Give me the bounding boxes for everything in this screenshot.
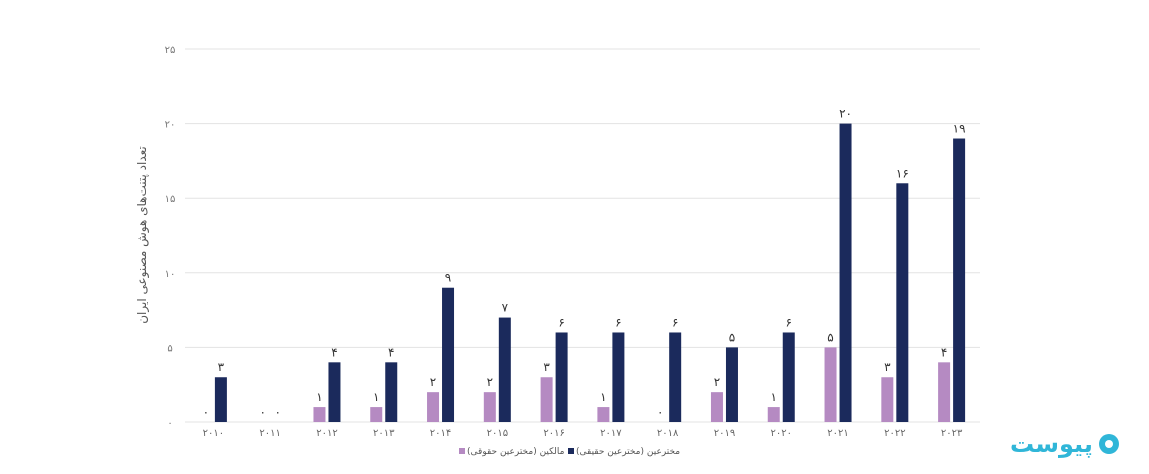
- data-label-inventors: ۳: [218, 360, 225, 374]
- y-tick-label: ۲۵: [165, 45, 176, 56]
- bar-legal-owners: [881, 377, 894, 422]
- bar-inventors: [782, 332, 795, 422]
- gridlines: [185, 48, 980, 423]
- data-label-legal-owners: ۰: [259, 405, 265, 419]
- bar-legal-owners: [597, 407, 610, 422]
- x-tick-label: ۲۰۱۶: [543, 428, 564, 439]
- bar-inventors: [214, 377, 227, 422]
- x-tick-label: ۲۰۱۹: [714, 428, 735, 439]
- data-label-legal-owners: ۰: [203, 405, 209, 419]
- y-axis-label: تعداد پتنت‌های هوش مصنوعی ایران: [135, 146, 150, 324]
- bar-inventors: [555, 332, 568, 422]
- data-label-legal-owners: ۰: [657, 405, 663, 419]
- data-label-inventors: ۹: [445, 271, 451, 285]
- bar-legal-owners: [824, 347, 837, 422]
- y-tick-label: ۰: [167, 418, 172, 429]
- y-tick-label: ۱۵: [165, 194, 176, 205]
- legend: مالکین (مخترعین حقوقی) مخترعین (مخترعین ح…: [459, 447, 680, 457]
- bar-legal-owners: [710, 392, 723, 422]
- data-label-inventors: ۵: [729, 330, 735, 344]
- x-axis-ticks: ۲۰۱۰ ۲۰۱۱ ۲۰۱۲ ۲۰۱۳ ۲۰۱۴ ۲۰۱۵ ۲۰۱۶ ۲۰۱۷ ۲۰۱۸ ۲۰۱۹…: [203, 428, 963, 439]
- bar-inventors: [498, 317, 511, 422]
- x-tick-label: ۲۰۱۳: [373, 428, 395, 439]
- x-tick-label: ۲۰۲۱: [827, 428, 848, 439]
- data-label-inventors: ۲۰: [839, 107, 852, 121]
- bar-inventors: [953, 138, 966, 422]
- y-tick-label: ۱۰: [165, 269, 176, 280]
- data-label-inventors: ۱۶: [896, 166, 909, 180]
- data-label-inventors: ۴: [331, 345, 337, 359]
- y-axis-ticks: ۰ ۵ ۱۰ ۱۵ ۲۰ ۲۵: [165, 45, 176, 429]
- bar-inventors: [442, 287, 455, 422]
- x-tick-label: ۲۰۲۰: [771, 428, 792, 439]
- x-tick-label: ۲۰۱۷: [600, 428, 622, 439]
- x-tick-label: ۲۰۲۳: [941, 428, 963, 439]
- data-label-legal-owners: ۲: [430, 375, 436, 389]
- data-label-legal-owners: ۲: [487, 375, 493, 389]
- bar-legal-owners: [370, 407, 383, 422]
- data-label-inventors: ۶: [786, 315, 792, 329]
- logo-circle-icon: [1098, 434, 1119, 454]
- data-label-legal-owners: ۲: [714, 375, 720, 389]
- watermark-text: پیوست: [1010, 430, 1093, 458]
- data-label-legal-owners: ۱: [600, 390, 606, 404]
- data-label-legal-owners: ۳: [543, 360, 550, 374]
- data-label-inventors: ۶: [558, 315, 564, 329]
- bar-inventors: [839, 123, 852, 422]
- bar-inventors: [385, 362, 398, 422]
- x-tick-label: ۲۰۱۸: [657, 428, 679, 439]
- data-label-inventors: ۶: [615, 315, 621, 329]
- x-tick-label: ۲۰۱۱: [259, 428, 280, 439]
- legend-swatch: [459, 448, 465, 454]
- bar-legal-owners: [313, 407, 326, 422]
- bar-inventors: [328, 362, 341, 422]
- y-tick-label: ۲۰: [165, 120, 176, 131]
- data-label-inventors: ۶: [672, 315, 678, 329]
- bar-inventors: [669, 332, 682, 422]
- data-label-legal-owners: ۱: [316, 390, 322, 404]
- data-label-inventors: ۱۹: [953, 122, 966, 136]
- data-label-inventors: ۴: [388, 345, 394, 359]
- x-tick-label: ۲۰۱۰: [203, 428, 224, 439]
- data-label-legal-owners: ۵: [827, 330, 833, 344]
- legend-label: مالکین (مخترعین حقوقی): [467, 447, 565, 457]
- bar-legal-owners: [483, 392, 496, 422]
- bar-legal-owners: [767, 407, 780, 422]
- x-tick-label: ۲۰۱۲: [316, 428, 337, 439]
- x-tick-label: ۲۰۱۵: [487, 428, 508, 439]
- data-label-legal-owners: ۳: [884, 360, 891, 374]
- data-label-legal-owners: ۱: [771, 390, 777, 404]
- data-label-inventors: ۷: [502, 301, 509, 315]
- bar-legal-owners: [938, 362, 951, 422]
- bar-legal-owners: [540, 377, 553, 422]
- y-tick-label: ۵: [167, 343, 172, 354]
- watermark-logo: پیوست: [1010, 428, 1135, 460]
- data-label-legal-owners: ۱: [373, 390, 379, 404]
- x-tick-label: ۲۰۱۴: [430, 428, 451, 439]
- bar-inventors: [725, 347, 738, 422]
- data-label-legal-owners: ۴: [941, 345, 947, 359]
- x-tick-label: ۲۰۲۲: [884, 428, 905, 439]
- bar-inventors: [612, 332, 625, 422]
- legend-swatch: [568, 448, 574, 454]
- legend-label: مخترعین (مخترعین حقیقی): [576, 447, 680, 457]
- bar-inventors: [896, 183, 909, 422]
- bar-legal-owners: [427, 392, 440, 422]
- data-label-inventors: ۰: [274, 405, 280, 419]
